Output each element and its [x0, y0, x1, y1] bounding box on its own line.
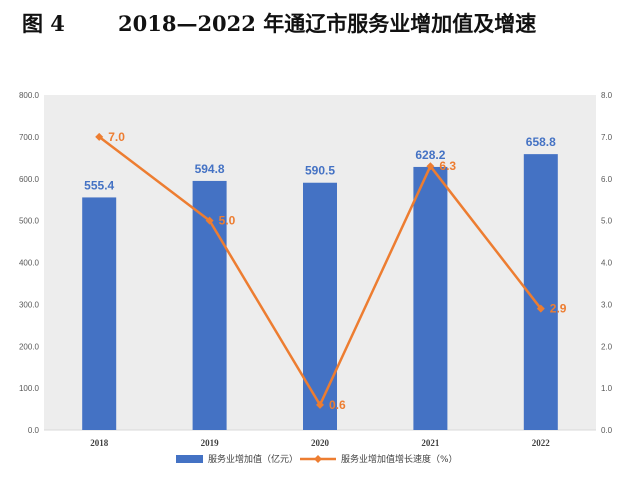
x-tick-label: 2019	[201, 438, 220, 448]
bar-data-label: 594.8	[195, 162, 225, 176]
line-point	[95, 132, 104, 141]
bar	[303, 182, 337, 430]
line-data-label: 2.9	[550, 302, 567, 316]
line-data-label: 6.3	[439, 159, 456, 173]
figure-title: 图 4 2018—2022 年通辽市服务业增加值及增速	[0, 6, 633, 40]
y-left-tick-label: 0.0	[28, 426, 40, 435]
x-tick-label: 2020	[311, 438, 330, 448]
y-right-tick-label: 7.0	[601, 133, 613, 142]
y-left-tick-label: 600.0	[19, 175, 40, 184]
line-point	[316, 400, 324, 409]
legend-label-bar: 服务业增加值（亿元）	[208, 453, 298, 465]
y-right-tick-label: 0.0	[601, 426, 613, 435]
y-left-tick-label: 100.0	[19, 384, 40, 393]
bar-data-label: 628.2	[415, 148, 445, 162]
figure-title-text: 2018—2022 年通辽市服务业增加值及增速	[118, 11, 537, 36]
y-right-tick-label: 8.0	[601, 91, 613, 100]
y-right-tick-label: 2.0	[601, 342, 613, 351]
y-right-tick-label: 1.0	[601, 384, 613, 393]
x-tick-label: 2021	[421, 438, 440, 448]
bar-data-label: 555.4	[84, 178, 114, 192]
y-left-tick-label: 500.0	[19, 217, 40, 226]
y-right-tick-label: 3.0	[601, 300, 613, 309]
line-data-label: 5.0	[219, 214, 236, 228]
legend-marker-line	[314, 455, 322, 463]
y-left-tick-label: 400.0	[19, 259, 40, 268]
x-tick-label: 2022	[532, 438, 551, 448]
line-point	[536, 304, 545, 313]
x-tick-label: 2018	[90, 438, 109, 448]
y-right-tick-label: 4.0	[601, 259, 613, 268]
bar-data-label: 658.8	[526, 135, 556, 149]
line-point	[426, 162, 435, 171]
bar	[413, 166, 448, 430]
legend-swatch-bar	[176, 455, 203, 463]
bar-data-label: 590.5	[305, 164, 335, 178]
y-right-tick-label: 6.0	[601, 175, 613, 184]
y-left-tick-label: 300.0	[19, 300, 40, 309]
line-data-label: 0.6	[329, 398, 346, 412]
y-left-tick-label: 700.0	[19, 133, 40, 142]
line-point	[205, 216, 214, 225]
figure-number: 图 4	[22, 11, 65, 36]
y-left-tick-label: 200.0	[19, 342, 40, 351]
y-right-tick-label: 5.0	[601, 217, 613, 226]
legend-label-line: 服务业增加值增长速度（%）	[341, 453, 458, 465]
bar	[82, 197, 117, 430]
y-left-tick-label: 800.0	[19, 91, 40, 100]
line-data-label: 7.0	[108, 130, 125, 144]
